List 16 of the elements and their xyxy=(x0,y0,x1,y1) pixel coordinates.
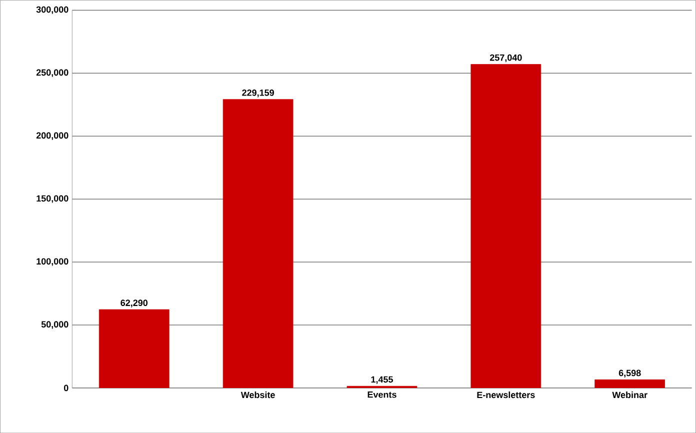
x-tick-label: Webinar xyxy=(612,391,648,398)
data-label: 62,290 xyxy=(120,300,148,308)
y-tick-label: 200,000 xyxy=(36,132,68,140)
data-label: 257,040 xyxy=(490,54,522,62)
data-label: 1,455 xyxy=(371,376,393,384)
y-tick-label: 100,000 xyxy=(36,258,68,266)
data-label: 229,159 xyxy=(242,89,274,98)
x-tick-label: E-newsletters xyxy=(477,391,535,398)
y-tick-label: 50,000 xyxy=(41,321,68,329)
data-label: 6,598 xyxy=(618,370,641,378)
x-tick-label: Events xyxy=(368,391,396,398)
y-tick-label: 150,000 xyxy=(36,195,68,203)
x-tick-label: Website xyxy=(240,391,275,398)
y-tick-label: 250,000 xyxy=(36,69,68,77)
y-tick-label: 0 xyxy=(64,384,68,392)
y-tick-label: 300,000 xyxy=(36,6,68,14)
